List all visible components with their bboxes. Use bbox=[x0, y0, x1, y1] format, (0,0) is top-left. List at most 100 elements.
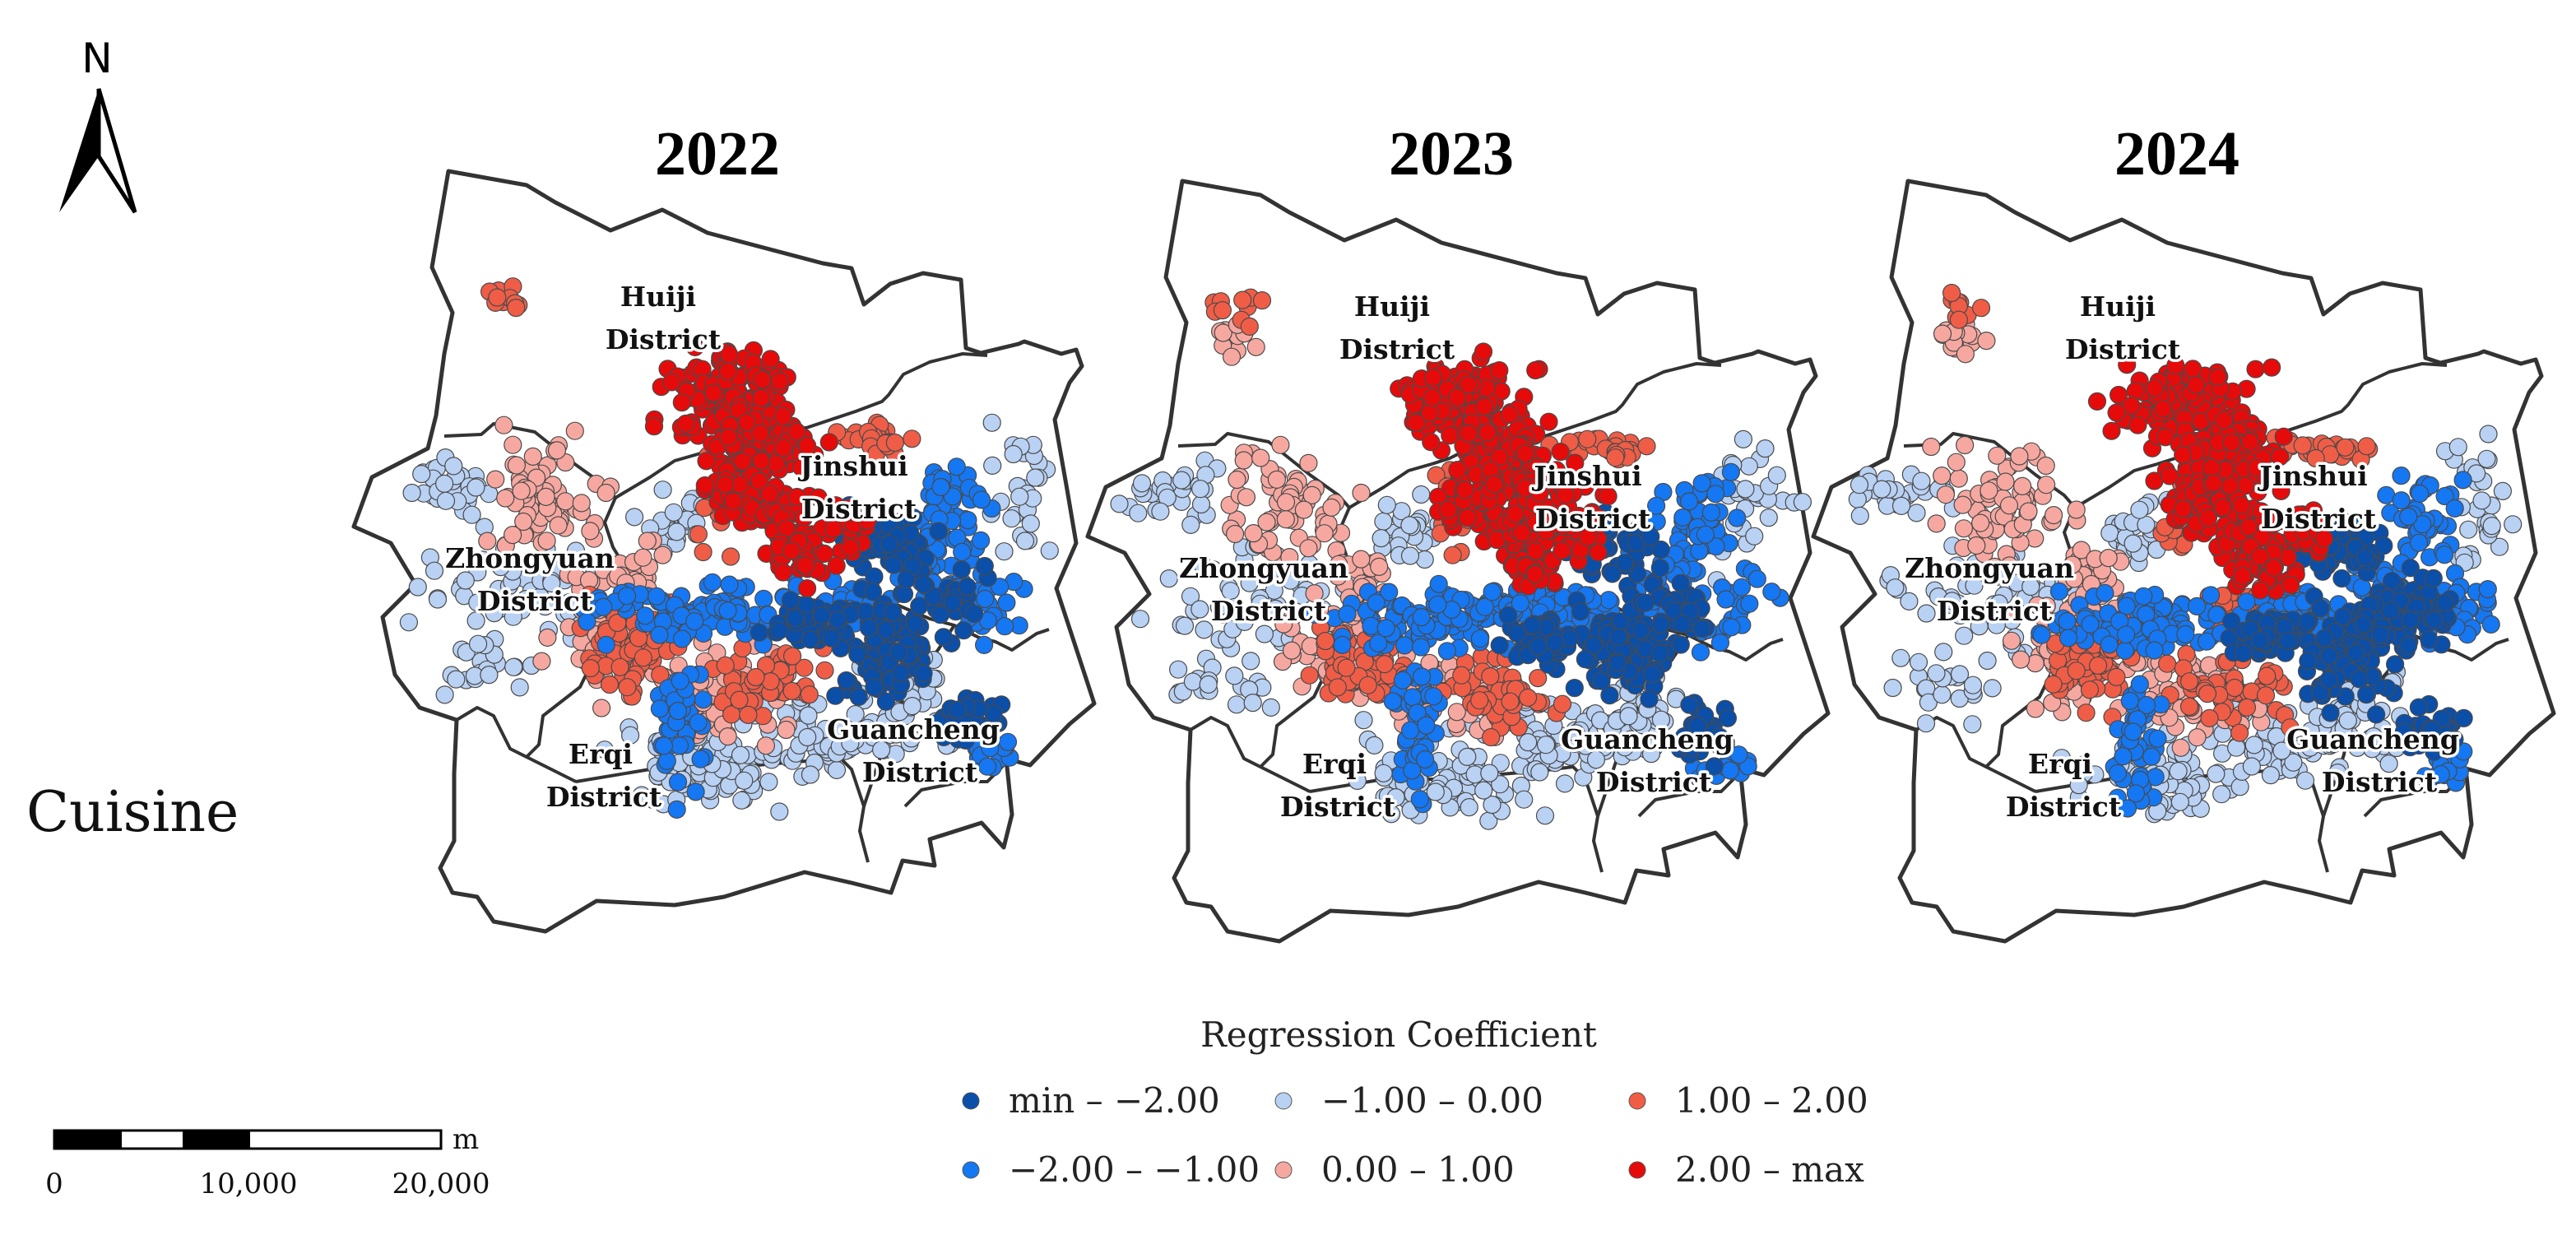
coefficient-point bbox=[610, 657, 629, 676]
coefficient-point bbox=[761, 350, 780, 369]
coefficient-point bbox=[1299, 453, 1318, 473]
coefficient-point bbox=[787, 487, 806, 507]
coefficient-point bbox=[1474, 342, 1493, 361]
coefficient-point bbox=[1129, 504, 1148, 522]
coefficient-point bbox=[468, 634, 488, 653]
district-label-halo: District bbox=[606, 323, 722, 355]
coefficient-point bbox=[863, 583, 883, 601]
coefficient-point bbox=[2108, 764, 2128, 782]
coefficient-point bbox=[2100, 635, 2119, 654]
coefficient-point bbox=[1640, 689, 1659, 708]
coefficient-point bbox=[1942, 283, 1961, 303]
district-label-erqi: Erqi bbox=[569, 738, 633, 770]
coefficient-point bbox=[2244, 736, 2263, 754]
coefficient-point bbox=[594, 597, 613, 617]
coefficient-point bbox=[2258, 666, 2277, 685]
coefficient-point bbox=[1523, 615, 1542, 635]
coefficient-point bbox=[2237, 698, 2257, 717]
coefficient-point bbox=[532, 652, 551, 671]
coefficient-point bbox=[1191, 494, 1211, 514]
coefficient-point bbox=[716, 475, 735, 494]
coefficient-point bbox=[876, 692, 896, 711]
coefficient-point bbox=[1710, 633, 1730, 652]
coefficient-point bbox=[826, 496, 846, 515]
coefficient-point bbox=[1641, 744, 1661, 764]
coefficient-point bbox=[809, 488, 828, 507]
coefficient-point bbox=[876, 620, 896, 639]
coefficient-point bbox=[2311, 599, 2330, 618]
coefficient-point bbox=[1458, 508, 1477, 527]
coefficient-point bbox=[2036, 456, 2055, 476]
coefficient-points bbox=[1110, 288, 1812, 830]
coefficient-point bbox=[2044, 675, 2063, 694]
coefficient-point bbox=[1500, 405, 1520, 424]
coefficient-point bbox=[1322, 498, 1341, 518]
coefficient-point bbox=[934, 628, 954, 647]
coefficient-point bbox=[1480, 764, 1499, 782]
coefficient-point bbox=[1692, 619, 1711, 638]
coefficient-point bbox=[689, 713, 708, 732]
coefficient-point bbox=[672, 629, 692, 648]
coefficient-point bbox=[1412, 667, 1432, 686]
coefficient-point bbox=[636, 606, 655, 625]
coefficient-point bbox=[1922, 437, 1941, 457]
coefficient-point bbox=[1271, 435, 1290, 454]
coefficient-point bbox=[891, 663, 910, 683]
district-label-halo: District bbox=[477, 585, 593, 617]
coefficient-point bbox=[2410, 484, 2430, 504]
coefficient-point bbox=[2067, 500, 2086, 519]
coefficient-point bbox=[2250, 630, 2270, 650]
coefficient-point bbox=[720, 575, 739, 594]
coefficient-point bbox=[724, 492, 743, 511]
district-label-huiji: Huiji bbox=[1354, 290, 1430, 323]
district-labels: HuijiHuijiDistrictDistrictJinshuiJinshui… bbox=[443, 278, 1003, 816]
coefficient-point bbox=[1255, 624, 1274, 643]
coefficient-point bbox=[787, 422, 806, 441]
coefficient-point bbox=[1701, 503, 1721, 522]
coefficient-point bbox=[1586, 750, 1606, 769]
district-label-zhongyuan: Zhongyuan bbox=[1179, 552, 1348, 584]
coefficient-point bbox=[929, 713, 948, 732]
coefficient-point bbox=[1980, 481, 1998, 500]
coefficient-point bbox=[1571, 602, 1590, 621]
coefficient-point bbox=[2116, 625, 2136, 644]
coefficient-point bbox=[596, 635, 615, 654]
coefficient-point bbox=[1671, 635, 1690, 654]
coefficient-point bbox=[2293, 436, 2312, 455]
coefficient-point bbox=[1240, 317, 1259, 336]
coefficient-point bbox=[653, 481, 672, 499]
coefficient-point bbox=[948, 700, 968, 719]
coefficient-point bbox=[2425, 611, 2444, 629]
coefficient-point bbox=[1376, 619, 1395, 638]
coefficient-point bbox=[2126, 784, 2146, 803]
coefficient-point bbox=[1417, 716, 1436, 735]
coefficient-point bbox=[837, 671, 856, 690]
coefficient-point bbox=[750, 623, 768, 642]
coefficient-point bbox=[1850, 506, 1869, 526]
coefficient-point bbox=[750, 424, 770, 443]
coefficient-point bbox=[1483, 795, 1502, 815]
coefficient-point bbox=[1381, 805, 1401, 824]
coefficient-point bbox=[1422, 433, 1441, 452]
coefficient-point bbox=[1225, 597, 1245, 616]
coefficient-point bbox=[1455, 481, 1474, 499]
coefficient-point bbox=[1909, 652, 1929, 671]
coefficient-point bbox=[756, 736, 776, 755]
coefficient-point bbox=[819, 433, 838, 452]
coefficient-point bbox=[1358, 676, 1377, 694]
coefficient-point bbox=[695, 476, 714, 495]
coefficient-point bbox=[668, 701, 688, 721]
coefficient-point bbox=[1732, 578, 1752, 597]
coefficient-point bbox=[815, 544, 834, 564]
coefficient-point bbox=[2208, 368, 2227, 387]
district-label-halo: District bbox=[862, 756, 978, 788]
coefficient-point bbox=[2336, 438, 2355, 457]
coefficient-point bbox=[664, 503, 683, 522]
coefficient-point bbox=[773, 563, 792, 582]
coefficient-point bbox=[1759, 508, 1778, 527]
coefficient-point bbox=[1762, 583, 1781, 601]
coefficient-point bbox=[1369, 634, 1388, 652]
coefficient-point bbox=[1437, 642, 1457, 661]
coefficient-point bbox=[2088, 656, 2108, 676]
coefficient-point bbox=[1228, 470, 1246, 490]
